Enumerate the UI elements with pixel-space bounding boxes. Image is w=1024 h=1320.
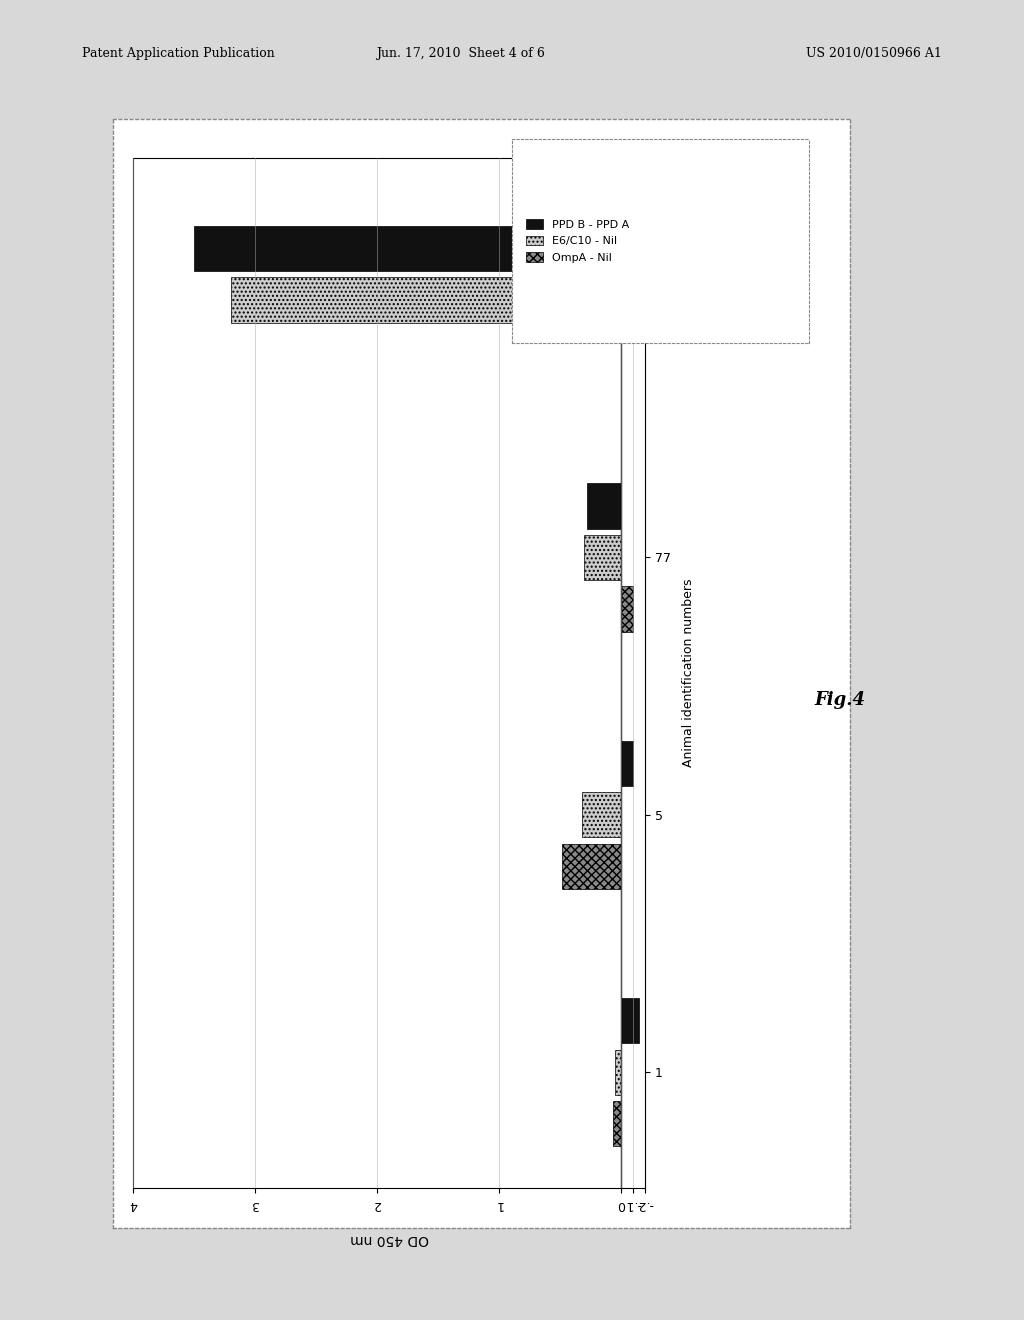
Text: Patent Application Publication: Patent Application Publication: [82, 46, 274, 59]
Text: Fig.4: Fig.4: [814, 690, 865, 709]
Legend: PPD B - PPD A, E6/C10 - Nil, OmpA - Nil: PPD B - PPD A, E6/C10 - Nil, OmpA - Nil: [517, 210, 638, 272]
Bar: [621, 998, 639, 1043]
Bar: [621, 741, 633, 785]
Y-axis label: Animal identification numbers: Animal identification numbers: [682, 579, 695, 767]
X-axis label: OD 450 nm: OD 450 nm: [349, 1232, 429, 1246]
Bar: [613, 1101, 621, 1146]
Bar: [584, 535, 621, 579]
Bar: [621, 586, 633, 631]
Bar: [587, 483, 621, 528]
Bar: [614, 1049, 621, 1094]
Bar: [582, 792, 621, 837]
Bar: [230, 277, 621, 322]
Bar: [195, 226, 621, 271]
Text: Jun. 17, 2010  Sheet 4 of 6: Jun. 17, 2010 Sheet 4 of 6: [377, 46, 545, 59]
Bar: [562, 843, 621, 888]
Text: US 2010/0150966 A1: US 2010/0150966 A1: [806, 46, 942, 59]
